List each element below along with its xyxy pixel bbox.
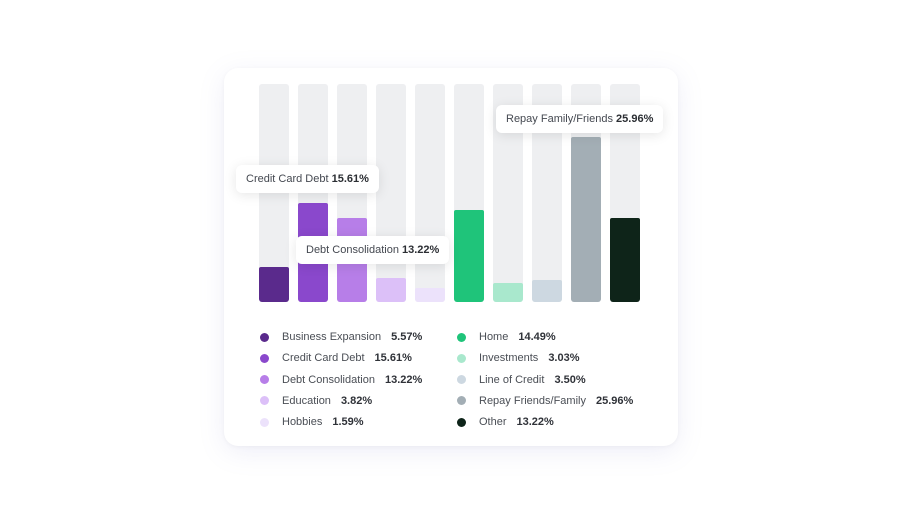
bar-track-2 xyxy=(298,84,328,302)
legend-label: Investments xyxy=(479,352,539,365)
legend-value: 1.59% xyxy=(332,416,364,429)
legend-item: Business Expansion 5.57% xyxy=(260,330,422,344)
legend-dot xyxy=(260,332,269,342)
legend-item: Investments 3.03% xyxy=(457,351,580,365)
legend-item: Hobbies 1.59% xyxy=(260,415,364,429)
legend-dot xyxy=(457,396,466,406)
legend-value: 25.96% xyxy=(595,394,634,407)
tooltip-label: Debt Consolidation xyxy=(306,244,399,256)
legend-label: Repay Friends/Family xyxy=(479,394,586,407)
bar-track-3 xyxy=(337,84,367,302)
bar-investments[interactable] xyxy=(493,283,523,302)
bar-hobbies[interactable] xyxy=(415,288,445,302)
legend-value: 5.57% xyxy=(391,331,423,343)
legend-dot xyxy=(457,417,466,427)
legend-dot xyxy=(260,353,269,363)
legend-value: 3.50% xyxy=(554,373,586,386)
tooltip-value: 13.22% xyxy=(402,244,440,256)
tooltip-credit-card-debt: Credit Card Debt 15.61% xyxy=(236,165,379,193)
bar-track-6 xyxy=(454,84,484,302)
tooltip-label: Credit Card Debt xyxy=(246,173,329,185)
legend-dot xyxy=(260,417,269,427)
legend-label: Business Expansion xyxy=(282,331,382,343)
legend-label: Other xyxy=(479,416,507,429)
tooltip-value: 25.96% xyxy=(616,113,654,125)
legend-label: Home xyxy=(479,331,509,343)
legend-label: Line of Credit xyxy=(479,373,545,386)
legend-value: 13.22% xyxy=(384,373,423,386)
legend-value: 3.82% xyxy=(340,394,373,407)
bar-chart xyxy=(259,84,642,302)
tooltip-value: 15.61% xyxy=(331,173,369,185)
tooltip-debt-consolidation: Debt Consolidation 13.22% xyxy=(296,236,450,264)
legend-dot xyxy=(457,353,466,363)
legend-value: 3.03% xyxy=(548,352,580,365)
tooltip-label: Repay Family/Friends xyxy=(506,113,613,125)
legend-item: Education 3.82% xyxy=(260,394,372,408)
legend-item: Home 14.49% xyxy=(457,330,556,344)
bar-home[interactable] xyxy=(454,210,484,302)
legend-item: Line of Credit 3.50% xyxy=(457,373,586,387)
bar-track-5 xyxy=(415,84,445,302)
legend-dot xyxy=(260,375,269,385)
bar-education[interactable] xyxy=(376,278,406,302)
legend-label: Credit Card Debt xyxy=(282,352,365,365)
legend-value: 14.49% xyxy=(518,331,556,343)
legend-item: Debt Consolidation 13.22% xyxy=(260,373,422,387)
legend-dot xyxy=(260,396,269,406)
bar-track-1 xyxy=(259,84,289,302)
legend-item: Credit Card Debt 15.61% xyxy=(260,351,412,365)
legend-item: Other 13.22% xyxy=(457,415,554,429)
tooltip-repay-family-friends: Repay Family/Friends 25.96% xyxy=(496,105,664,133)
legend-value: 15.61% xyxy=(374,352,412,365)
legend-dot xyxy=(457,375,466,385)
legend-item: Repay Friends/Family 25.96% xyxy=(457,394,633,408)
bar-business-expansion[interactable] xyxy=(259,267,289,302)
legend-label: Education xyxy=(282,394,331,407)
legend-dot xyxy=(457,332,466,342)
bar-track-4 xyxy=(376,84,406,302)
bar-line-of-credit[interactable] xyxy=(532,280,562,302)
legend-value: 13.22% xyxy=(516,416,554,429)
chart-card: Credit Card Debt 15.61% Debt Consolidati… xyxy=(224,68,678,446)
bar-repay-friends-family[interactable] xyxy=(571,137,601,302)
bar-other[interactable] xyxy=(610,218,640,302)
legend-label: Debt Consolidation xyxy=(282,373,375,386)
legend-label: Hobbies xyxy=(282,416,323,429)
